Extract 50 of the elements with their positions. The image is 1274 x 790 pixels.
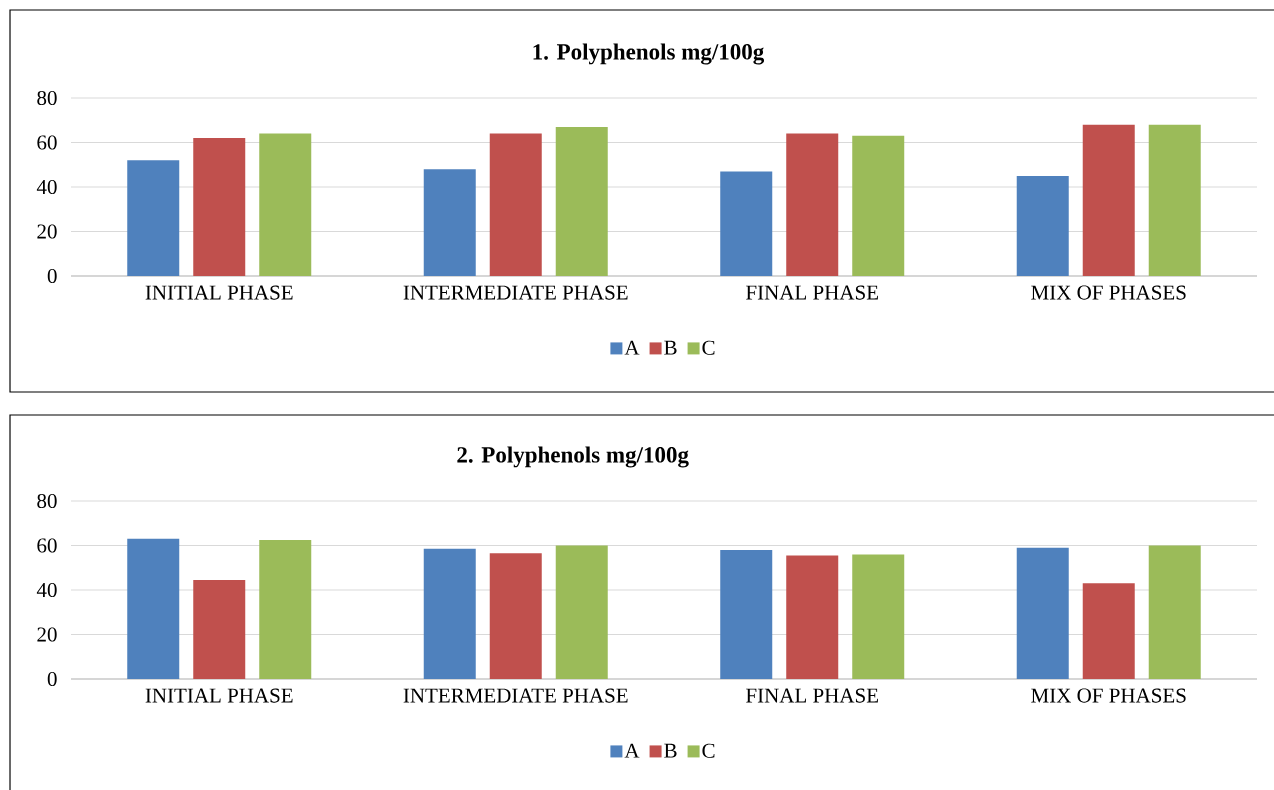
y-tick-label: 20 [37, 627, 57, 642]
x-tick-label: INTERMEDIATE PHASE [403, 688, 628, 703]
bar [193, 138, 246, 276]
bar [423, 548, 476, 679]
x-tick-label: MIX OF PHASES [1031, 285, 1186, 300]
chart-title: 1. Polyphenols mg/100g [533, 43, 765, 65]
x-tick-label: FINAL PHASE [746, 688, 878, 703]
y-tick-label: 40 [36, 582, 57, 598]
bar [720, 549, 773, 679]
y-tick-label: 0 [47, 268, 57, 284]
legend-label: C [702, 743, 715, 758]
x-tick-label: INITIAL PHASE [145, 285, 293, 300]
x-tick-label: INITIAL PHASE [145, 688, 293, 703]
chart-title: 2. Polyphenols mg/100g [457, 446, 689, 468]
x-tick-label: INTERMEDIATE PHASE [403, 285, 628, 300]
legend-label: B [664, 340, 677, 355]
y-tick-label: 80 [37, 493, 57, 509]
bar [489, 133, 542, 276]
bar [1082, 124, 1135, 276]
legend-label: C [702, 340, 715, 355]
y-tick-label: 40 [36, 179, 57, 195]
bar [1148, 545, 1201, 679]
bar [786, 133, 839, 276]
legend-label: B [664, 743, 677, 758]
bar [786, 555, 839, 679]
y-tick-label: 60 [37, 538, 57, 553]
y-tick-label: 0 [47, 671, 57, 687]
bar [720, 171, 773, 276]
x-tick-label: FINAL PHASE [746, 285, 878, 300]
bar [1148, 124, 1201, 276]
legend-label: A [624, 340, 640, 355]
bar [555, 545, 608, 679]
bar [555, 126, 608, 276]
legend-label: A [624, 743, 640, 758]
bar [259, 133, 312, 276]
bar [852, 554, 905, 679]
y-tick-label: 20 [37, 224, 57, 239]
y-tick-label: 60 [37, 135, 57, 150]
bar [489, 553, 542, 679]
bar [127, 160, 180, 276]
bar [127, 538, 180, 679]
bar [1082, 583, 1135, 679]
bar [259, 539, 312, 679]
bar [423, 169, 476, 276]
bar [1016, 547, 1069, 679]
bar [852, 135, 905, 276]
bar [193, 579, 246, 679]
y-tick-label: 80 [37, 90, 57, 106]
bar [1016, 175, 1069, 276]
x-tick-label: MIX OF PHASES [1031, 688, 1186, 703]
